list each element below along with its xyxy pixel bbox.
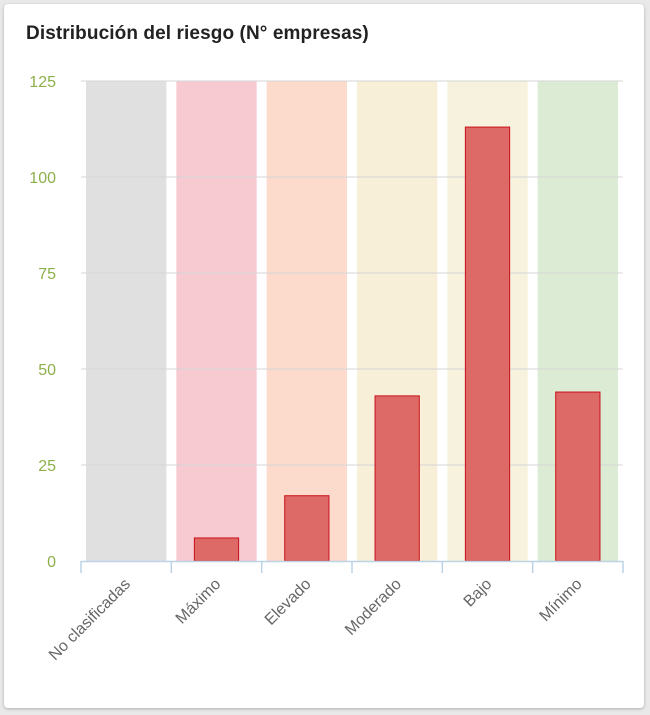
y-tick-label: 75 (38, 266, 56, 283)
x-tick-label: Bajo (461, 576, 496, 611)
x-tick-label: Moderado (342, 576, 405, 639)
bar (284, 495, 330, 562)
y-tick-label: 0 (47, 554, 56, 571)
category-band (86, 81, 167, 561)
bar (555, 391, 601, 562)
bar (193, 537, 240, 562)
category-bands (86, 81, 618, 561)
y-tick-label: 125 (29, 74, 56, 91)
x-tick-label: Máximo (173, 576, 225, 628)
category-band (176, 81, 257, 561)
x-tick-label: Mínimo (537, 576, 586, 625)
chart-title: Distribución del riesgo (N° empresas) (26, 23, 369, 44)
x-tick-label: No clasificadas (46, 576, 134, 664)
bar (374, 395, 420, 562)
x-axis (80, 560, 624, 573)
y-tick-label: 50 (38, 362, 56, 379)
bar (464, 126, 511, 562)
y-tick-label: 25 (38, 458, 56, 475)
grid-lines (81, 80, 623, 466)
x-axis-ticks: No clasificadas Máximo Elevado Moderado Bajo… (46, 576, 586, 664)
category-band (266, 81, 347, 561)
y-tick-label: 100 (29, 170, 56, 187)
x-tick-label: Elevado (262, 576, 315, 629)
y-axis-ticks: 0 25 50 75 100 125 (29, 74, 56, 571)
